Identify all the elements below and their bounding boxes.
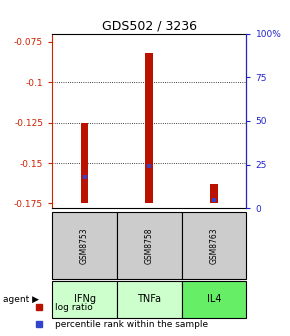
Bar xyxy=(182,281,246,318)
Bar xyxy=(52,281,117,318)
Text: percentile rank within the sample: percentile rank within the sample xyxy=(55,320,208,329)
Text: GSM8758: GSM8758 xyxy=(145,227,154,263)
Bar xyxy=(117,281,182,318)
Text: IL4: IL4 xyxy=(207,294,221,304)
Bar xyxy=(117,212,182,279)
Bar xyxy=(210,184,218,204)
Bar xyxy=(52,212,117,279)
Text: GSM8763: GSM8763 xyxy=(210,227,219,264)
Bar xyxy=(81,123,88,204)
Title: GDS502 / 3236: GDS502 / 3236 xyxy=(102,19,197,33)
Bar xyxy=(182,212,246,279)
Bar xyxy=(146,53,153,204)
Text: GSM8753: GSM8753 xyxy=(80,227,89,264)
Text: agent ▶: agent ▶ xyxy=(3,295,39,303)
Text: IFNg: IFNg xyxy=(74,294,96,304)
Text: log ratio: log ratio xyxy=(55,303,92,312)
Text: TNFa: TNFa xyxy=(137,294,161,304)
